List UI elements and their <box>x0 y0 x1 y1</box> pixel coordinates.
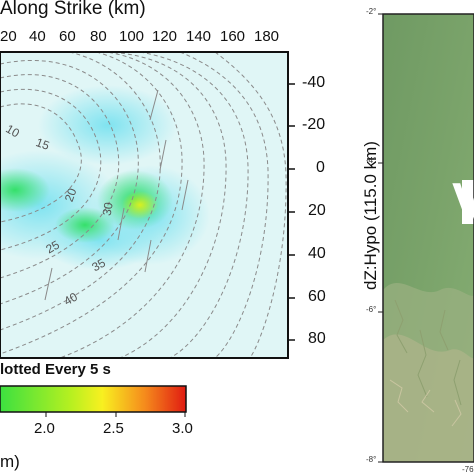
x-axis-label: Along Strike (km) <box>0 0 146 19</box>
x-tick-label: 120 <box>152 28 178 45</box>
lat-tick-label: -4° <box>366 156 377 165</box>
lat-tick-label: -2° <box>366 7 377 16</box>
x-tick-label: 40 <box>29 28 46 45</box>
y-tick-label: 60 <box>308 288 326 305</box>
lat-tick-label: -6° <box>366 305 377 314</box>
colorbar-tick-label: 3.0 <box>172 420 193 437</box>
y-tick-label: -40 <box>302 74 326 91</box>
map-overlay-glyph <box>462 180 474 224</box>
terrain-relief <box>383 180 474 462</box>
colorbar-unit-fragment: m) <box>0 452 20 471</box>
y-tick-label: 40 <box>308 245 326 262</box>
y-axis-ticks <box>288 83 295 341</box>
x-tick-label: 100 <box>119 28 145 45</box>
map-frame <box>382 13 474 463</box>
map-overlay-text: V <box>452 173 474 231</box>
x-tick-label: 80 <box>90 28 107 45</box>
contour-interval-note: lotted Every 5 s <box>0 361 111 378</box>
x-tick-label: 180 <box>254 28 280 45</box>
y-tick-label: 0 <box>316 159 325 176</box>
x-tick-label: 160 <box>220 28 246 45</box>
x-tick-label: 60 <box>59 28 76 45</box>
x-tick-label: 140 <box>186 28 212 45</box>
plot-frame <box>0 51 289 359</box>
colorbar-ticks <box>45 412 186 417</box>
y-tick-label: -20 <box>302 116 326 133</box>
lat-tick-label: -8° <box>366 455 377 464</box>
colorbar <box>0 385 187 413</box>
y-tick-label: 20 <box>308 202 326 219</box>
colorbar-tick-label: 2.0 <box>34 420 55 437</box>
rupture-time-contours <box>0 52 287 358</box>
map-lat-ticks <box>378 13 383 463</box>
contour-label: 30 <box>99 201 116 217</box>
slip-vectors <box>44 89 189 301</box>
colorbar-tick-label: 2.5 <box>103 420 124 437</box>
x-tick-label: 20 <box>0 28 17 45</box>
lon-tick-label: -76° <box>462 465 474 474</box>
y-tick-label: 80 <box>308 330 326 347</box>
